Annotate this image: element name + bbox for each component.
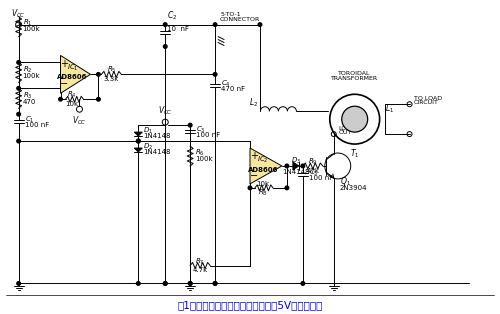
Text: −: − bbox=[60, 79, 68, 89]
Text: 100 nF: 100 nF bbox=[196, 132, 220, 138]
Text: 1N4148: 1N4148 bbox=[144, 133, 171, 139]
Circle shape bbox=[301, 164, 304, 168]
Text: $V_{CC}$: $V_{CC}$ bbox=[12, 7, 26, 19]
Text: $C_2$: $C_2$ bbox=[167, 9, 177, 22]
Text: $IC_2$: $IC_2$ bbox=[257, 155, 269, 165]
Circle shape bbox=[17, 139, 20, 143]
Circle shape bbox=[96, 73, 100, 76]
Text: $R_9$: $R_9$ bbox=[308, 157, 318, 167]
Text: TRANSFORMER: TRANSFORMER bbox=[331, 76, 378, 81]
Text: 47k: 47k bbox=[306, 168, 320, 174]
Text: 100 nF: 100 nF bbox=[309, 175, 333, 181]
Circle shape bbox=[214, 73, 217, 76]
Polygon shape bbox=[134, 132, 142, 136]
Text: $R_7$: $R_7$ bbox=[196, 257, 205, 267]
Text: $R_6$: $R_6$ bbox=[195, 148, 205, 158]
Circle shape bbox=[136, 139, 140, 143]
Circle shape bbox=[96, 97, 100, 101]
Text: 10k: 10k bbox=[65, 101, 78, 107]
Circle shape bbox=[136, 139, 140, 143]
Text: −: − bbox=[250, 171, 258, 181]
Text: $C_1$: $C_1$ bbox=[24, 115, 34, 125]
Text: OUT: OUT bbox=[339, 130, 352, 135]
Text: 10  nF: 10 nF bbox=[167, 25, 189, 32]
Text: AD8606: AD8606 bbox=[248, 167, 278, 173]
Circle shape bbox=[285, 186, 288, 190]
Circle shape bbox=[214, 282, 217, 285]
Text: $V_{CC}$: $V_{CC}$ bbox=[158, 105, 172, 117]
Circle shape bbox=[214, 282, 217, 285]
Text: $T_1$: $T_1$ bbox=[350, 147, 360, 160]
Text: $R_4$: $R_4$ bbox=[66, 90, 76, 100]
Circle shape bbox=[136, 282, 140, 285]
Text: 1N4148: 1N4148 bbox=[144, 149, 171, 155]
Polygon shape bbox=[250, 148, 282, 184]
Circle shape bbox=[188, 282, 192, 285]
Text: 470 nF: 470 nF bbox=[221, 86, 245, 92]
Text: $R_3$: $R_3$ bbox=[22, 91, 32, 101]
Text: 2N3904: 2N3904 bbox=[340, 185, 367, 191]
Circle shape bbox=[17, 87, 20, 90]
Text: 10k: 10k bbox=[256, 181, 270, 187]
Text: 图1，这个传感器电路由一种简单的5V电源供电。: 图1，这个传感器电路由一种简单的5V电源供电。 bbox=[178, 300, 322, 310]
Polygon shape bbox=[134, 148, 142, 152]
Text: 4.7k: 4.7k bbox=[192, 268, 208, 273]
Text: 100k: 100k bbox=[22, 73, 40, 79]
Text: AD8606: AD8606 bbox=[58, 74, 88, 80]
Circle shape bbox=[17, 282, 20, 285]
Text: $L_2$: $L_2$ bbox=[249, 97, 258, 110]
Text: 100k: 100k bbox=[195, 156, 213, 162]
Circle shape bbox=[248, 186, 252, 190]
Circle shape bbox=[17, 61, 20, 64]
Text: 3.3k: 3.3k bbox=[104, 76, 119, 82]
Text: $V_{CC}$: $V_{CC}$ bbox=[72, 114, 87, 127]
Text: TOROIDAL: TOROIDAL bbox=[338, 71, 371, 76]
Text: $D_1$: $D_1$ bbox=[144, 126, 154, 136]
Circle shape bbox=[342, 106, 367, 132]
Circle shape bbox=[188, 282, 192, 285]
Text: +: + bbox=[250, 151, 258, 161]
Text: 100 nF: 100 nF bbox=[24, 122, 49, 128]
Text: $C_3$: $C_3$ bbox=[196, 125, 206, 135]
Text: $R_1$: $R_1$ bbox=[22, 18, 32, 28]
Text: LOGIC: LOGIC bbox=[339, 126, 358, 131]
Circle shape bbox=[285, 164, 288, 168]
Circle shape bbox=[188, 123, 192, 127]
Text: TO LOAD: TO LOAD bbox=[414, 96, 442, 101]
Text: $IC_1$: $IC_1$ bbox=[66, 63, 78, 73]
Text: $D_3$: $D_3$ bbox=[291, 156, 301, 166]
Circle shape bbox=[58, 97, 62, 101]
Text: $R_2$: $R_2$ bbox=[22, 65, 32, 75]
Polygon shape bbox=[60, 56, 90, 93]
Text: CIRCUIT: CIRCUIT bbox=[414, 100, 438, 105]
Text: $C_4$: $C_4$ bbox=[221, 79, 231, 89]
Text: 100k: 100k bbox=[22, 25, 40, 32]
Circle shape bbox=[301, 282, 304, 285]
Circle shape bbox=[17, 112, 20, 116]
Polygon shape bbox=[293, 162, 299, 170]
Circle shape bbox=[164, 45, 167, 48]
Text: $R_5$: $R_5$ bbox=[106, 65, 116, 75]
Text: 470: 470 bbox=[22, 99, 36, 105]
Circle shape bbox=[258, 23, 262, 26]
Text: CONNECTOR: CONNECTOR bbox=[220, 17, 260, 22]
Text: $C_5$: $C_5$ bbox=[309, 168, 318, 178]
Circle shape bbox=[164, 23, 167, 26]
Text: $D_2$: $D_2$ bbox=[144, 142, 154, 152]
Text: $Q_1$: $Q_1$ bbox=[340, 176, 350, 188]
Circle shape bbox=[164, 282, 167, 285]
Text: $R_8$: $R_8$ bbox=[258, 188, 268, 198]
Text: 5-TO-1: 5-TO-1 bbox=[220, 12, 240, 17]
Text: 1N4148: 1N4148 bbox=[282, 169, 310, 175]
Text: $L_1$: $L_1$ bbox=[385, 103, 394, 116]
Circle shape bbox=[164, 282, 167, 285]
Circle shape bbox=[214, 23, 217, 26]
Text: +: + bbox=[60, 59, 68, 69]
